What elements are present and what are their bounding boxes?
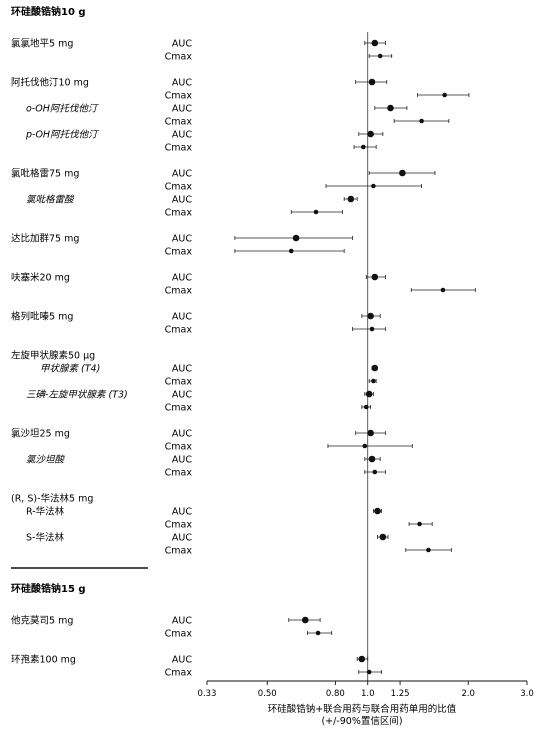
group-label: 氯沙坦25 mg: [11, 428, 70, 440]
point-estimate: [442, 92, 447, 98]
group-label: o-OH阿托伐他汀: [26, 104, 99, 115]
stat-label: AUC: [172, 234, 192, 245]
point-estimate: [372, 469, 378, 475]
stat-label: Cmax: [165, 442, 193, 453]
group-label: 三碘-左旋甲状腺素 (T3): [26, 390, 128, 401]
point-estimate: [417, 521, 422, 527]
point-estimate: [361, 144, 366, 150]
stat-label: AUC: [172, 364, 192, 375]
stat-label: Cmax: [165, 182, 193, 193]
point-estimate: [367, 130, 374, 138]
group-label: 他克莫司5 mg: [11, 615, 73, 627]
stat-label: AUC: [172, 429, 192, 440]
point-estimate: [374, 507, 381, 515]
point-estimate: [377, 53, 383, 59]
stat-label: Cmax: [165, 629, 193, 640]
stat-label: AUC: [172, 130, 192, 141]
stat-label: AUC: [172, 507, 192, 518]
stat-label: AUC: [172, 390, 192, 401]
point-estimate: [363, 404, 369, 410]
stat-label: Cmax: [165, 377, 193, 388]
x-axis-title: 环硅酸锆钠+联合用药与联合用药单用的比值: [268, 703, 457, 715]
point-estimate: [419, 118, 424, 124]
group-label: 氯沙坦酸: [26, 454, 66, 466]
group-label: 格列吡嗪5 mg: [11, 311, 73, 323]
stat-label: AUC: [172, 533, 192, 544]
group-label: 达比加群75 mg: [11, 233, 79, 245]
point-estimate: [440, 287, 446, 293]
stat-label: Cmax: [165, 668, 193, 679]
point-estimate: [368, 78, 376, 86]
stat-label: Cmax: [165, 468, 193, 479]
x-tick-label: 0.50: [258, 689, 277, 699]
stat-label: Cmax: [165, 117, 193, 128]
stat-label: Cmax: [165, 52, 193, 63]
stat-label: AUC: [172, 312, 192, 323]
stat-label: AUC: [172, 655, 192, 666]
x-tick-label: 2.0: [461, 689, 475, 699]
group-label: R-华法林: [26, 506, 65, 518]
group-label: S-华法林: [26, 532, 64, 544]
point-estimate: [369, 326, 375, 332]
point-estimate: [358, 655, 366, 663]
group-label: (R, S)-华法林5 mg: [11, 493, 93, 505]
point-estimate: [288, 248, 294, 254]
point-estimate: [313, 209, 319, 215]
group-label: p-OH阿托伐他汀: [25, 130, 99, 141]
point-estimate: [371, 273, 379, 281]
x-tick-label: 0.33: [198, 689, 217, 699]
group-label: 甲状腺素 (T4): [40, 364, 100, 375]
group-label: 左旋甲状腺素50 μg: [11, 350, 95, 362]
group-label: 氯氯地平5 mg: [11, 38, 73, 50]
x-axis-subtitle: (+/-90%置信区间): [321, 715, 402, 727]
stat-label: AUC: [172, 455, 192, 466]
point-estimate: [426, 547, 431, 553]
x-tick-label: 0.80: [326, 689, 345, 699]
point-estimate: [367, 312, 374, 320]
stat-label: AUC: [172, 273, 192, 284]
point-estimate: [315, 630, 321, 636]
stat-label: Cmax: [165, 325, 193, 336]
stat-label: Cmax: [165, 546, 193, 557]
group-label: 阿托伐他汀10 mg: [11, 77, 89, 89]
stat-label: AUC: [172, 104, 192, 115]
stat-label: Cmax: [165, 247, 193, 258]
point-estimate: [371, 378, 376, 384]
group-label: 氯吡格雷酸: [26, 194, 75, 206]
stat-label: AUC: [172, 616, 192, 627]
group-label: 呋塞米20 mg: [11, 272, 70, 284]
stat-label: AUC: [172, 78, 192, 89]
point-estimate: [399, 169, 406, 177]
x-tick-label: 1.0: [361, 689, 375, 699]
x-tick-label: 1.25: [391, 689, 410, 699]
stat-label: Cmax: [165, 286, 193, 297]
group-label: 氯吡格雷75 mg: [11, 168, 79, 180]
point-estimate: [371, 364, 379, 372]
point-estimate: [347, 195, 355, 203]
stat-label: AUC: [172, 39, 192, 50]
stat-label: AUC: [172, 169, 192, 180]
stat-label: Cmax: [165, 208, 193, 219]
stat-label: Cmax: [165, 91, 193, 102]
point-estimate: [379, 533, 387, 541]
stat-label: Cmax: [165, 143, 193, 154]
point-estimate: [367, 429, 374, 437]
point-estimate: [368, 455, 376, 463]
group-label: 环孢素100 mg: [11, 654, 76, 666]
point-estimate: [387, 104, 394, 112]
section-title: 环硅酸锆钠15 g: [11, 582, 86, 595]
point-estimate: [362, 443, 368, 449]
point-estimate: [301, 616, 309, 624]
stat-label: Cmax: [165, 520, 193, 531]
stat-label: Cmax: [165, 403, 193, 414]
point-estimate: [366, 669, 372, 675]
point-estimate: [371, 39, 379, 47]
x-tick-label: 3.0: [520, 689, 534, 699]
stat-label: AUC: [172, 195, 192, 206]
point-estimate: [292, 234, 300, 242]
point-estimate: [365, 390, 373, 398]
point-estimate: [371, 183, 376, 189]
section-title: 环硅酸锆钠10 g: [11, 5, 86, 18]
